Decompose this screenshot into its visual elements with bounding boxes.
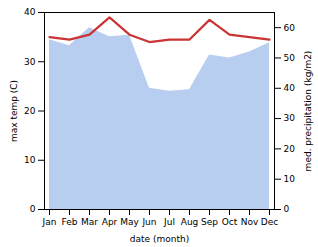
svg-text:May: May: [120, 217, 139, 227]
svg-text:40: 40: [24, 7, 36, 17]
svg-text:Feb: Feb: [62, 217, 78, 227]
svg-text:0: 0: [284, 204, 290, 214]
svg-text:Apr: Apr: [102, 217, 118, 227]
svg-text:med. precipitation (kg/m2): med. precipitation (kg/m2): [303, 51, 313, 172]
svg-text:Jan: Jan: [42, 217, 57, 227]
svg-text:Nov: Nov: [241, 217, 259, 227]
svg-text:10: 10: [284, 174, 296, 184]
svg-text:20: 20: [24, 106, 36, 116]
svg-text:30: 30: [284, 113, 296, 123]
svg-text:0: 0: [30, 204, 36, 214]
svg-text:date (month): date (month): [130, 234, 189, 244]
svg-text:10: 10: [24, 155, 36, 165]
svg-text:Jul: Jul: [163, 217, 175, 227]
svg-text:60: 60: [284, 23, 296, 33]
svg-text:50: 50: [284, 53, 296, 63]
svg-text:Oct: Oct: [222, 217, 238, 227]
svg-text:Jun: Jun: [141, 217, 156, 227]
svg-text:30: 30: [24, 57, 36, 67]
svg-text:Dec: Dec: [261, 217, 278, 227]
svg-text:20: 20: [284, 144, 296, 154]
svg-text:max temp (C): max temp (C): [9, 80, 19, 142]
svg-text:40: 40: [284, 83, 296, 93]
svg-text:Mar: Mar: [81, 217, 98, 227]
svg-text:Sep: Sep: [201, 217, 218, 227]
svg-text:Aug: Aug: [181, 217, 199, 227]
